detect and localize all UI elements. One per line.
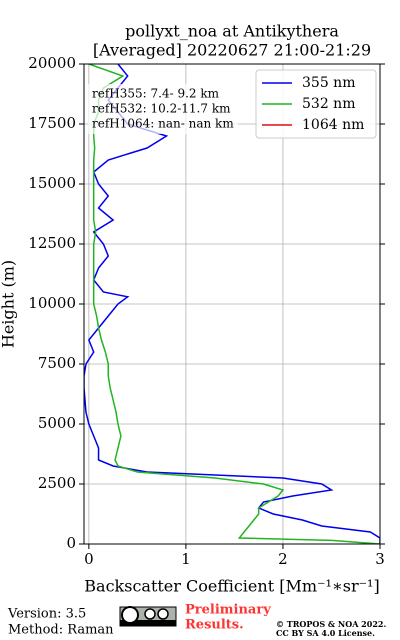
preliminary-note: Preliminary	[185, 603, 271, 618]
chart-title: pollyxt_noa at Antikythera	[125, 22, 339, 41]
profile-line	[88, 64, 380, 544]
annotation: refH532: 10.2-11.7 km	[92, 102, 231, 116]
y-tick-label: 2500	[38, 474, 76, 492]
x-tick-label: 3	[375, 550, 385, 568]
y-tick-label: 12500	[28, 234, 76, 252]
cc-logo	[119, 606, 177, 627]
x-tick-label: 1	[181, 550, 191, 568]
y-tick-label: 0	[66, 534, 76, 552]
x-tick-label: 2	[278, 550, 288, 568]
profile-line	[84, 64, 380, 544]
y-tick-label: 7500	[38, 354, 76, 372]
y-tick-label: 15000	[28, 174, 76, 192]
y-tick-label: 10000	[28, 294, 76, 312]
copyright: © TROPOS & NOA 2022.	[276, 619, 386, 629]
copyright: CC BY SA 4.0 License.	[276, 628, 375, 638]
method: Method: Raman	[8, 623, 114, 638]
version: Version: 3.5	[7, 607, 86, 622]
legend-label: 532 nm	[302, 96, 355, 112]
legend: 355 nm 532 nm 1064 nm	[255, 69, 377, 139]
y-axis-label: Height (m)	[0, 260, 18, 348]
plot-frame	[83, 63, 381, 545]
annotation: refH355: 7.4- 9.2 km	[92, 87, 220, 101]
annotation: refH1064: nan- nan km	[92, 117, 234, 131]
legend-box	[255, 69, 377, 139]
legend-label: 355 nm	[302, 75, 355, 91]
annotation-box	[88, 84, 238, 134]
y-tick-label: 17500	[28, 114, 76, 132]
y-tick-label: 20000	[28, 54, 76, 72]
preliminary-note: Results.	[185, 618, 244, 633]
x-tick-label: 0	[84, 550, 94, 568]
plot-lines	[84, 64, 380, 544]
legend-label: 1064 nm	[302, 117, 364, 133]
y-tick-label: 5000	[38, 414, 76, 432]
x-axis-label: Backscatter Coefficient [Mm⁻¹∗sr⁻¹]	[84, 577, 379, 596]
chart-subtitle: [Averaged] 20220627 21:00-21:29	[93, 41, 371, 60]
